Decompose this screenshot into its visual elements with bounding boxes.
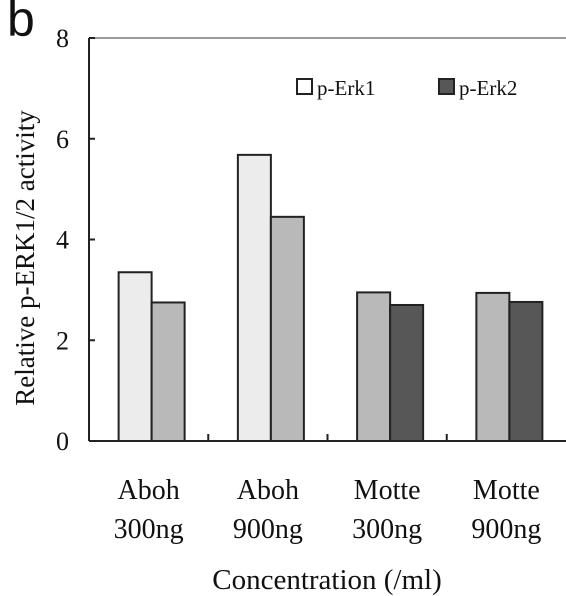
legend: p-Erk1 p-Erk2 xyxy=(296,76,517,100)
x-tick-label: Motte xyxy=(473,475,540,506)
legend-swatch xyxy=(296,78,313,95)
x-axis-title: Concentration (/ml) xyxy=(212,564,442,596)
x-tick-label: Motte xyxy=(354,475,421,506)
legend-swatch xyxy=(438,78,455,95)
y-tick-label: 6 xyxy=(56,125,69,154)
x-tick-label: Aboh xyxy=(237,475,299,506)
bar-p-erk2 xyxy=(150,301,186,442)
legend-label: p-Erk1 xyxy=(317,76,375,100)
bar-p-erk2 xyxy=(508,300,544,442)
bar-p-erk2 xyxy=(389,303,425,442)
bar-p-erk2 xyxy=(269,215,305,442)
bar-p-erk1 xyxy=(356,291,392,442)
bars xyxy=(117,153,544,442)
x-tick-label: 300ng xyxy=(114,514,184,545)
y-tick-label: 8 xyxy=(56,24,69,53)
y-tick-label: 2 xyxy=(56,326,69,355)
bar-p-erk1 xyxy=(475,291,511,442)
x-tick-label: Aboh xyxy=(118,475,180,506)
x-tick-label: 300ng xyxy=(352,514,422,545)
y-tick-label: 0 xyxy=(56,427,69,456)
y-tick-label: 4 xyxy=(56,226,69,255)
legend-label: p-Erk2 xyxy=(459,76,517,100)
panel-label: b xyxy=(7,0,35,47)
x-tick-label: 900ng xyxy=(233,514,303,545)
axis-labels: 0 2 4 6 8 Aboh 300ng Aboh 900ng Motte 300ng Motte 90… xyxy=(10,24,541,596)
bar-p-erk1 xyxy=(236,153,272,442)
bar-p-erk1 xyxy=(117,271,153,442)
x-tick-label: 900ng xyxy=(471,514,541,545)
y-axis-title: Relative p-ERK1/2 activity xyxy=(10,110,40,406)
